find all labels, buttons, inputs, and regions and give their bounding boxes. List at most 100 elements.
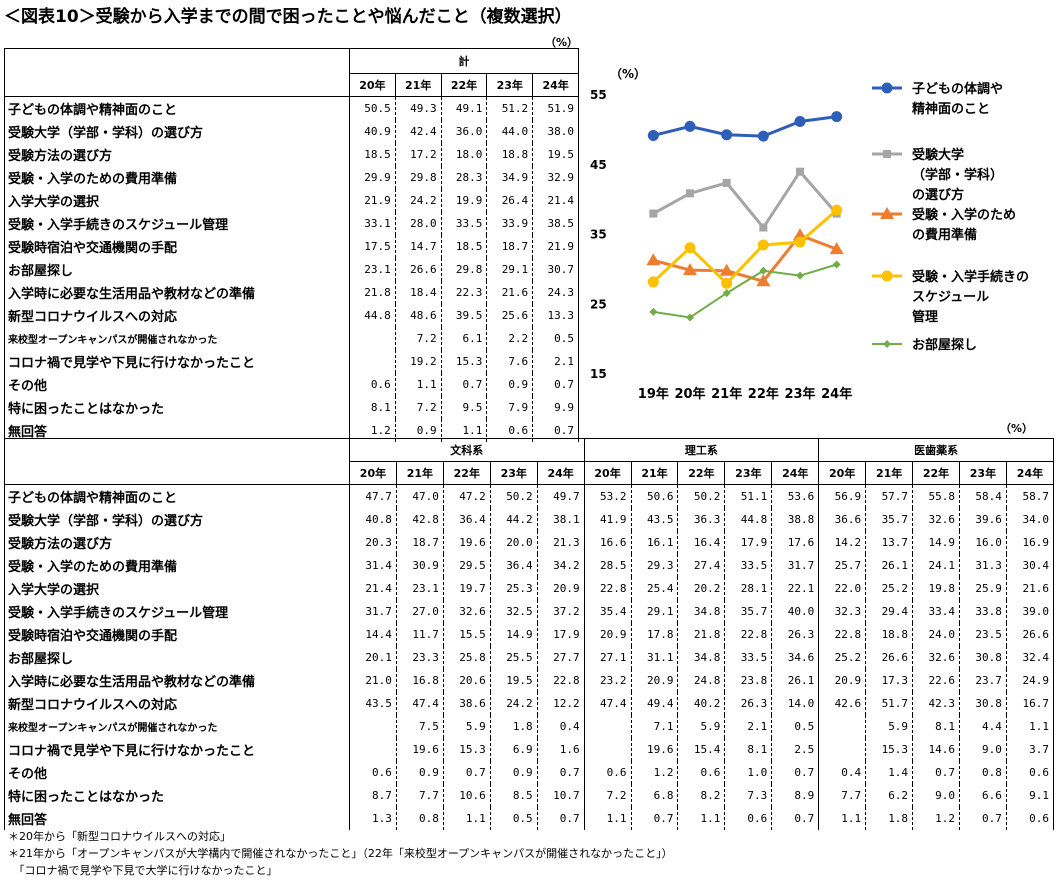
table-row: 来校型オープンキャンパスが開催されなかった 7.2 6.1 2.2 0.5	[4, 326, 579, 350]
value-cell: 17.8	[630, 622, 679, 646]
value-cell: 34.0	[1005, 507, 1055, 531]
top-year-header: 23年	[486, 73, 534, 97]
value-cell: 28.1	[724, 576, 773, 600]
value-cell: 0.6	[583, 760, 632, 784]
value-cell: 18.5	[349, 142, 396, 166]
value-cell: 0.7	[532, 372, 579, 396]
value-cell: 26.3	[771, 622, 820, 646]
value-cell: 32.6	[912, 645, 960, 669]
value-cell: 47.4	[583, 691, 632, 715]
value-cell: 0.9	[394, 418, 442, 442]
data-point	[646, 253, 661, 266]
row-label: 新型コロナウイルスへの対応	[4, 691, 350, 715]
value-cell: 18.0	[440, 142, 488, 166]
value-cell: 0.4	[818, 760, 867, 784]
value-cell: 0.7	[771, 806, 820, 830]
value-cell: 33.5	[724, 553, 773, 577]
value-cell: 0.5	[532, 326, 579, 350]
value-cell: 58.4	[958, 484, 1007, 508]
top-table-corner	[4, 48, 350, 97]
value-cell: 42.3	[912, 691, 960, 715]
bottom-year-header: 20年	[818, 461, 867, 485]
value-cell: 19.7	[442, 576, 491, 600]
value-cell: 37.2	[536, 599, 585, 623]
value-cell: 8.9	[771, 783, 820, 807]
value-cell: 19.8	[912, 576, 960, 600]
data-point	[684, 242, 696, 254]
table-row: 子どもの体調や精神面のこと 47.7 47.0 47.2 50.2 49.7 53.2 50.…	[4, 484, 1055, 508]
value-cell: 14.9	[489, 622, 538, 646]
value-cell: 14.6	[912, 737, 960, 761]
value-cell: 47.4	[395, 691, 444, 715]
value-cell: 42.4	[394, 119, 442, 143]
value-cell: 40.0	[771, 599, 820, 623]
row-label: 無回答	[4, 418, 350, 442]
row-label: 受験・入学手続きのスケジュール管理	[4, 599, 350, 623]
value-cell: 31.1	[630, 645, 679, 669]
value-cell: 33.1	[349, 211, 396, 235]
value-cell: 28.5	[583, 553, 632, 577]
value-cell: 20.2	[677, 576, 726, 600]
value-cell: 36.4	[442, 507, 491, 531]
value-cell: 0.6	[1005, 806, 1055, 830]
value-cell: 20.9	[630, 668, 679, 692]
row-label: 受験・入学手続きのスケジュール管理	[4, 211, 350, 235]
table-row: コロナ禍で見学や下見に行けなかったこと 19.6 15.3 6.9 1.6 19.6 15.…	[4, 737, 1055, 761]
value-cell: 1.6	[536, 737, 585, 761]
bottom-year-header: 21年	[395, 461, 444, 485]
row-label: 来校型オープンキャンパスが開催されなかった	[4, 714, 350, 738]
value-cell: 23.1	[395, 576, 444, 600]
value-cell: 26.6	[1005, 622, 1055, 646]
value-cell: 0.7	[532, 418, 579, 442]
value-cell: 17.9	[536, 622, 585, 646]
row-label: お部屋探し	[4, 257, 350, 281]
value-cell: 17.2	[394, 142, 442, 166]
series-line	[652, 169, 838, 231]
data-point	[759, 223, 768, 232]
bottom-year-header: 22年	[677, 461, 726, 485]
value-cell: 8.1	[349, 395, 396, 419]
value-cell: 21.0	[349, 668, 397, 692]
value-cell: 17.6	[771, 530, 820, 554]
value-cell: 25.3	[489, 576, 538, 600]
value-cell: 1.2	[912, 806, 960, 830]
value-cell: 38.8	[771, 507, 820, 531]
value-cell: 44.0	[486, 119, 534, 143]
x-tick-label: 21年	[711, 386, 742, 402]
value-cell: 10.7	[536, 783, 585, 807]
table-row: 受験時宿泊や交通機関の手配 17.5 14.7 18.5 18.7 21.9	[4, 234, 579, 258]
value-cell: 51.7	[865, 691, 914, 715]
data-point	[794, 236, 806, 248]
value-cell: 17.9	[724, 530, 773, 554]
value-cell: 55.8	[912, 484, 960, 508]
data-point	[831, 111, 843, 123]
value-cell: 1.1	[583, 806, 632, 830]
value-cell: 32.9	[532, 165, 579, 189]
value-cell: 9.1	[1005, 783, 1055, 807]
row-label: コロナ禍で見学や下見に行けなかったこと	[4, 349, 350, 373]
value-cell: 0.5	[771, 714, 820, 738]
value-cell: 28.3	[440, 165, 488, 189]
footnote-1: ＊20年から「新型コロナウイルスへの対応」	[8, 830, 231, 843]
value-cell: 0.7	[958, 806, 1007, 830]
x-tick-label: 19年	[638, 386, 669, 402]
value-cell: 2.2	[486, 326, 534, 350]
value-cell: 1.3	[349, 806, 397, 830]
table-row: コロナ禍で見学や下見に行けなかったこと 19.2 15.3 7.6 2.1	[4, 349, 579, 373]
footnotes: ＊20年から「新型コロナウイルスへの対応」 ＊21年から「オープンキャンパスが大…	[8, 828, 673, 879]
value-cell: 42.8	[395, 507, 444, 531]
value-cell: 29.8	[440, 257, 488, 281]
legend-marker	[880, 207, 894, 219]
table-row: 来校型オープンキャンパスが開催されなかった 7.5 5.9 1.8 0.4 7.1 5.9 2…	[4, 714, 1055, 738]
legend-marker	[881, 82, 893, 94]
value-cell: 33.5	[724, 645, 773, 669]
value-cell: 23.2	[583, 668, 632, 692]
value-cell: 24.2	[489, 691, 538, 715]
value-cell: 40.8	[349, 507, 397, 531]
data-point	[719, 263, 734, 276]
value-cell: 16.7	[1005, 691, 1055, 715]
value-cell: 51.2	[486, 96, 534, 120]
value-cell: 3.7	[1005, 737, 1055, 761]
value-cell: 21.6	[486, 280, 534, 304]
value-cell: 51.1	[724, 484, 773, 508]
